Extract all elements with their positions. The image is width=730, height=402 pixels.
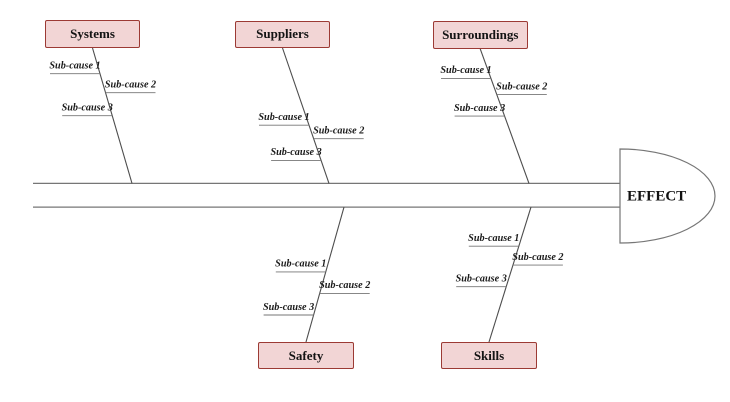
svg-text:Sub-cause 1: Sub-cause 1: [440, 65, 491, 76]
svg-text:Sub-cause 3: Sub-cause 3: [270, 147, 321, 158]
svg-text:Sub-cause 2: Sub-cause 2: [512, 252, 563, 263]
svg-text:Sub-cause 1: Sub-cause 1: [468, 233, 519, 244]
svg-text:Sub-cause 2: Sub-cause 2: [496, 81, 547, 92]
svg-text:EFFECT: EFFECT: [627, 189, 686, 205]
svg-text:Sub-cause 3: Sub-cause 3: [263, 302, 314, 313]
svg-text:Sub-cause 3: Sub-cause 3: [456, 274, 507, 285]
svg-text:Sub-cause 3: Sub-cause 3: [62, 103, 113, 114]
svg-text:Sub-cause 2: Sub-cause 2: [313, 126, 364, 137]
svg-text:Sub-cause 1: Sub-cause 1: [49, 61, 100, 72]
svg-text:Sub-cause 1: Sub-cause 1: [275, 259, 326, 270]
svg-text:Sub-cause 2: Sub-cause 2: [319, 280, 370, 291]
svg-text:Sub-cause 2: Sub-cause 2: [105, 80, 156, 91]
svg-text:Sub-cause 1: Sub-cause 1: [258, 112, 309, 123]
svg-text:Sub-cause 3: Sub-cause 3: [454, 103, 505, 114]
